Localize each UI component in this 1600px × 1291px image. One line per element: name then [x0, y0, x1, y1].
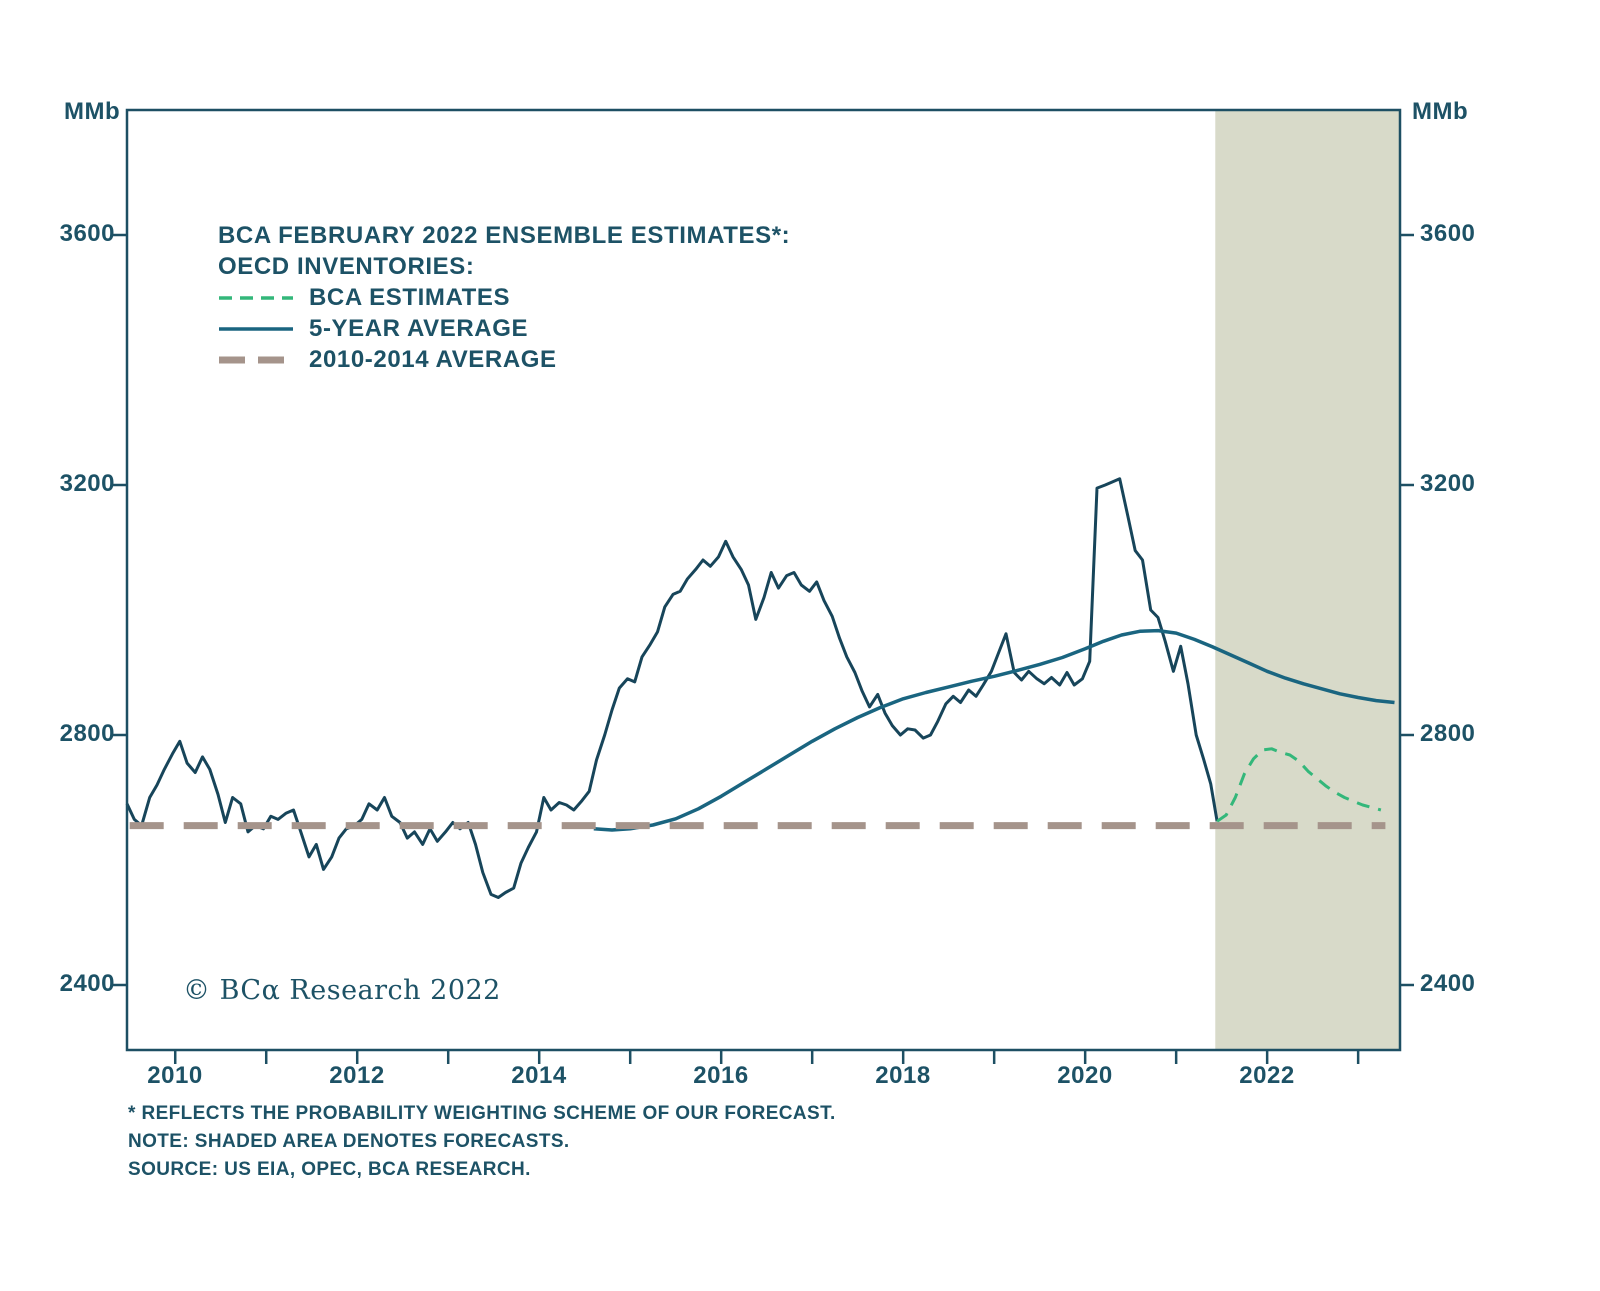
legend-item-bca-estimates: BCA ESTIMATES	[218, 282, 790, 313]
legend: BCA FEBRUARY 2022 ENSEMBLE ESTIMATES*: O…	[218, 220, 790, 375]
series-line-bca-estimates-forecast	[1216, 747, 1382, 823]
legend-label: 5-YEAR AVERAGE	[309, 314, 529, 342]
footnote-shaded-area: NOTE: SHADED AREA DENOTES FORECASTS.	[128, 1131, 570, 1152]
legend-title-line2: OECD INVENTORIES:	[218, 253, 475, 280]
legend-item-5-year-average: 5-YEAR AVERAGE	[218, 313, 790, 344]
dashed-line-sample-icon	[219, 295, 293, 300]
footnote-weighting: * REFLECTS THE PROBABILITY WEIGHTING SCH…	[128, 1103, 836, 1124]
legend-label: 2010-2014 AVERAGE	[309, 345, 557, 373]
series-line-5-year-average	[593, 628, 1395, 832]
plot-frame	[125, 108, 1402, 1052]
solid-line-sample-icon	[219, 326, 293, 331]
copyright-notice: © BCα Research 2022	[183, 975, 501, 1006]
thick-dashed-line-sample-icon	[219, 356, 293, 363]
legend-label: BCA ESTIMATES	[309, 283, 511, 311]
legend-item-2010-2014-average: 2010-2014 AVERAGE	[218, 344, 790, 375]
series-line-oecd-inventories-actual	[125, 477, 1219, 899]
forecast-shaded-region	[1215, 110, 1400, 1050]
footnotes: * REFLECTS THE PROBABILITY WEIGHTING SCH…	[128, 1100, 836, 1184]
legend-title-line1: BCA FEBRUARY 2022 ENSEMBLE ESTIMATES*:	[218, 222, 791, 249]
footnote-source: SOURCE: US EIA, OPEC, BCA RESEARCH.	[128, 1159, 531, 1180]
